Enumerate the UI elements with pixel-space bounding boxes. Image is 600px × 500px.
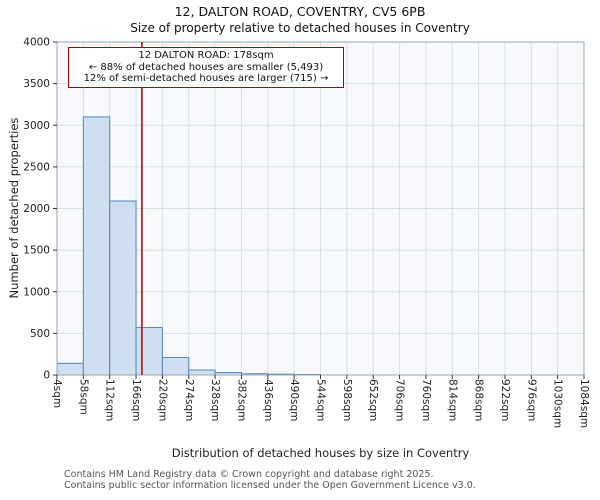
x-tick-label: 976sqm [525,379,537,421]
histogram-bar [109,200,137,376]
x-tick-label: 166sqm [130,379,142,421]
page-subtitle: Size of property relative to detached ho… [130,21,470,35]
x-tick-label: 760sqm [420,379,432,421]
histogram-bar [82,116,111,376]
y-tick-label: 0 [43,370,50,382]
x-tick-label: 328sqm [209,379,221,421]
x-tick-label: 220sqm [156,379,168,421]
x-tick-label: 274sqm [183,379,195,421]
x-tick-label: 58sqm [77,379,89,415]
x-tick-label: 436sqm [262,379,274,421]
y-tick-label: 3500 [23,78,50,90]
x-tick-label: 544sqm [315,379,327,421]
x-tick-label: 490sqm [288,379,300,421]
y-tick-label: 3000 [23,120,50,132]
x-tick-label: 382sqm [235,379,247,421]
footer-attribution-line-1: Contains HM Land Registry data © Crown c… [64,469,434,480]
x-tick-label: 652sqm [367,379,379,421]
histogram-bar [188,369,216,376]
x-axis-label: Distribution of detached houses by size … [171,446,470,460]
y-tick-label: 2000 [23,203,50,215]
annotation-line-2: ← 88% of detached houses are smaller (5,… [88,61,324,73]
page-title: 12, DALTON ROAD, COVENTRY, CV5 6PB [174,4,426,19]
annotation-line-1: 12 DALTON ROAD: 178sqm [138,50,274,61]
y-tick-label: 2500 [23,161,50,173]
x-tick-label: 814sqm [446,379,458,421]
histogram-bar [161,357,190,376]
x-tick-label: 1030sqm [552,379,564,428]
y-tick-label: 500 [30,328,50,340]
x-tick-label: 598sqm [341,379,353,421]
y-tick-label: 1500 [23,245,50,257]
x-tick-label: 4sqm [51,379,63,408]
y-tick-label: 1000 [23,286,50,298]
y-tick-label: 4000 [23,37,50,49]
annotation-line-3: 12% of semi-detached houses are larger (… [83,73,329,84]
x-tick-label: 868sqm [473,379,485,421]
footer-attribution-line-2: Contains public sector information licen… [64,480,476,491]
histogram-bar [56,362,84,376]
y-axis-label: Number of detached properties [7,117,21,299]
x-tick-label: 922sqm [499,379,511,421]
histogram-bar [135,327,163,376]
x-tick-label: 1084sqm [578,379,590,428]
marker-annotation-box: 12 DALTON ROAD: 178sqm ← 88% of detached… [68,47,344,88]
x-tick-label: 112sqm [104,379,116,421]
x-tick-label: 706sqm [394,379,406,421]
